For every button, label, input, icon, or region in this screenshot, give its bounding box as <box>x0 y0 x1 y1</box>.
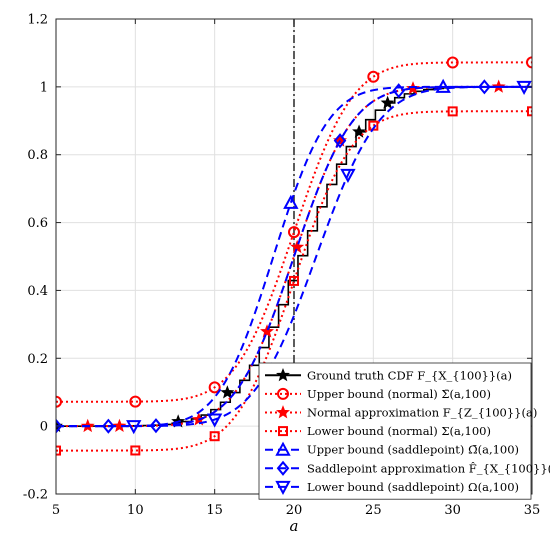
x-tick-label-3: 20 <box>286 503 303 518</box>
legend-label-6: Lower bound (saddlepoint) Ω(a,100) <box>307 480 519 494</box>
y-tick-label-6: 1 <box>40 80 48 95</box>
x-tick-label-6: 35 <box>524 503 541 518</box>
y-tick-label-2: 0.2 <box>27 352 48 367</box>
legend-label-1: Upper bound (normal) Σ̄(a,100) <box>307 387 491 401</box>
x-tick-label-5: 30 <box>444 503 461 518</box>
y-tick-label-3: 0.4 <box>27 284 48 299</box>
legend-label-4: Upper bound (saddlepoint) Ω̄(a,100) <box>307 443 519 457</box>
x-tick-label-2: 15 <box>206 503 223 518</box>
legend-label-5: Saddlepoint approximation F̂_{X_{100}}(a… <box>307 461 550 475</box>
x-axis-label: a <box>290 517 299 535</box>
y-tick-label-1: 0 <box>40 420 48 435</box>
legend-label-3: Lower bound (normal) Σ(a,100) <box>307 424 491 438</box>
y-tick-label-7: 1.2 <box>27 13 48 28</box>
legend-label-2: Normal approximation F_{Z_{100}}(a) <box>307 406 537 420</box>
y-tick-label-4: 0.6 <box>27 216 48 231</box>
x-tick-label-4: 25 <box>365 503 382 518</box>
x-tick-label-0: 5 <box>52 503 60 518</box>
legend: Ground truth CDF F_{X_{100}}(a) Upper bou… <box>259 363 550 499</box>
y-tick-label-5: 0.8 <box>27 148 48 163</box>
x-tick-label-1: 10 <box>127 503 144 518</box>
y-tick-label-0: -0.2 <box>23 488 48 503</box>
legend-label-0: Ground truth CDF F_{X_{100}}(a) <box>307 368 512 382</box>
